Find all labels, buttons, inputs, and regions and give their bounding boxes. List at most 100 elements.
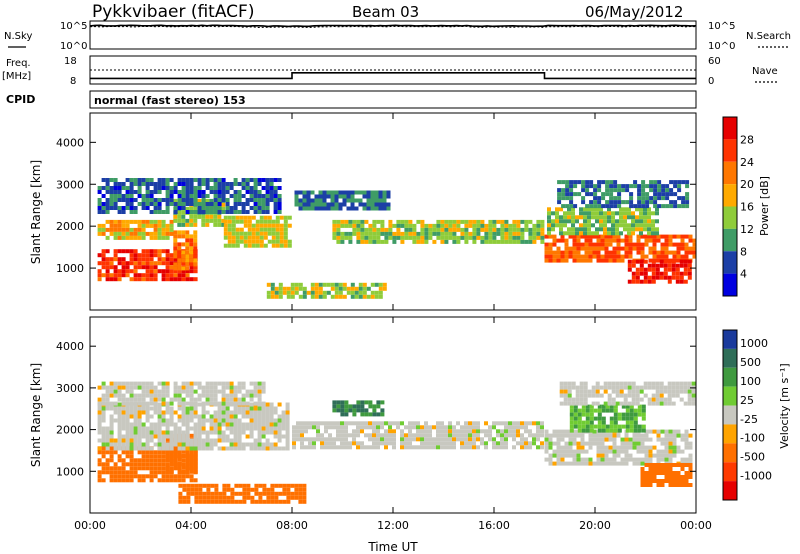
power-cell-5 [233, 194, 238, 198]
velocity-colorbar-swatch [723, 367, 737, 387]
power-cell-2 [157, 223, 162, 228]
velocity-cell-4 [460, 441, 464, 446]
velocity-cell-3 [141, 393, 146, 398]
power-cell-5 [273, 210, 278, 214]
power-cell-5 [161, 210, 166, 214]
power-cell-5 [97, 198, 102, 202]
power-cell-5 [197, 186, 202, 190]
power-cell-12 [683, 263, 688, 268]
velocity-cell-2 [257, 434, 262, 439]
velocity-cell-7 [564, 461, 569, 466]
power-cell-9 [563, 211, 567, 216]
power-cell-5 [201, 194, 206, 198]
power-cell-6 [424, 239, 429, 244]
velocity-cell-4 [492, 437, 496, 442]
velocity-cell-2 [133, 418, 138, 423]
velocity-cell-5 [344, 400, 349, 405]
velocity-cell-0 [153, 466, 158, 471]
velocity-cell-2 [225, 446, 230, 451]
power-cell-9 [647, 223, 651, 228]
velocity-cell-2 [197, 446, 202, 451]
velocity-cell-7 [616, 445, 621, 450]
velocity-cell-10 [639, 397, 644, 402]
velocity-cell-3 [189, 401, 194, 406]
velocity-cell-0 [117, 458, 122, 463]
velocity-cell-7 [544, 437, 549, 442]
power-cell-5 [261, 202, 266, 206]
power-cell-10 [609, 192, 614, 197]
velocity-cell-4 [428, 425, 432, 430]
velocity-cell-2 [129, 446, 134, 451]
velocity-cell-5 [340, 400, 345, 405]
power-cell-9 [607, 207, 611, 212]
velocity-cell-2 [221, 414, 226, 419]
velocity-cell-10 [603, 381, 608, 386]
velocity-cell-4 [420, 437, 424, 442]
velocity-cell-2 [257, 430, 262, 435]
power-cell-7 [342, 202, 347, 207]
power-cell-7 [366, 198, 371, 203]
velocity-cell-8 [625, 416, 630, 421]
velocity-cell-0 [117, 466, 122, 471]
power-cell-10 [657, 204, 662, 209]
velocity-cell-10 [595, 381, 600, 386]
velocity-cell-4 [500, 421, 504, 426]
velocity-cell-4 [464, 421, 468, 426]
power-cell-0 [117, 249, 122, 254]
velocity-cell-0 [109, 458, 114, 463]
power-cell-8 [604, 246, 609, 251]
velocity-cell-7 [672, 437, 677, 442]
power-cell-8 [628, 238, 633, 243]
power-cell-6 [456, 219, 461, 224]
power-colorbar-swatch [723, 251, 737, 274]
power-cell-11 [274, 294, 279, 299]
x-tick-label: 00:00 [680, 519, 712, 532]
velocity-cell-7 [576, 453, 581, 458]
power-cell-5 [253, 194, 258, 198]
velocity-cell-2 [285, 434, 290, 439]
power-cell-8 [684, 254, 689, 259]
velocity-cell-2 [249, 426, 254, 431]
velocity-cell-7 [572, 457, 577, 462]
velocity-cell-4 [380, 441, 384, 446]
velocity-cell-2 [253, 406, 258, 411]
velocity-cell-2 [97, 438, 102, 443]
power-cell-10 [629, 196, 634, 201]
velocity-cell-7 [652, 445, 657, 450]
power-cell-7 [350, 202, 355, 207]
power-cell-6 [372, 235, 377, 240]
velocity-cell-4 [540, 441, 544, 446]
velocity-cell-3 [241, 385, 246, 390]
power-cell-9 [583, 223, 587, 228]
velocity-cell-2 [241, 430, 246, 435]
velocity-cell-3 [149, 381, 154, 386]
velocity-cell-4 [456, 433, 460, 438]
velocity-cell-2 [261, 422, 266, 427]
velocity-cell-8 [597, 404, 602, 409]
velocity-cell-2 [181, 430, 186, 435]
power-cell-7 [338, 206, 343, 211]
velocity-cell-2 [121, 406, 126, 411]
power-cell-5 [189, 182, 194, 186]
velocity-cell-2 [177, 430, 182, 435]
velocity-cell-7 [604, 437, 609, 442]
power-cell-5 [149, 178, 154, 182]
power-cell-7 [374, 206, 379, 211]
velocity-cell-2 [185, 442, 190, 447]
velocity-cell-10 [611, 389, 616, 394]
power-cell-2 [113, 227, 118, 232]
velocity-cell-7 [672, 445, 677, 450]
power-cell-5 [145, 198, 150, 202]
velocity-cell-3 [225, 393, 230, 398]
velocity-cell-4 [332, 437, 336, 442]
power-cell-4 [231, 231, 236, 236]
power-cell-3 [205, 222, 210, 227]
velocity-cell-2 [261, 446, 266, 451]
velocity-cell-4 [432, 445, 436, 450]
power-cell-10 [593, 200, 598, 205]
power-cell-5 [245, 202, 250, 206]
power-cell-12 [687, 263, 692, 268]
velocity-cell-3 [229, 401, 234, 406]
velocity-cell-4 [320, 433, 324, 438]
velocity-cell-4 [308, 437, 312, 442]
